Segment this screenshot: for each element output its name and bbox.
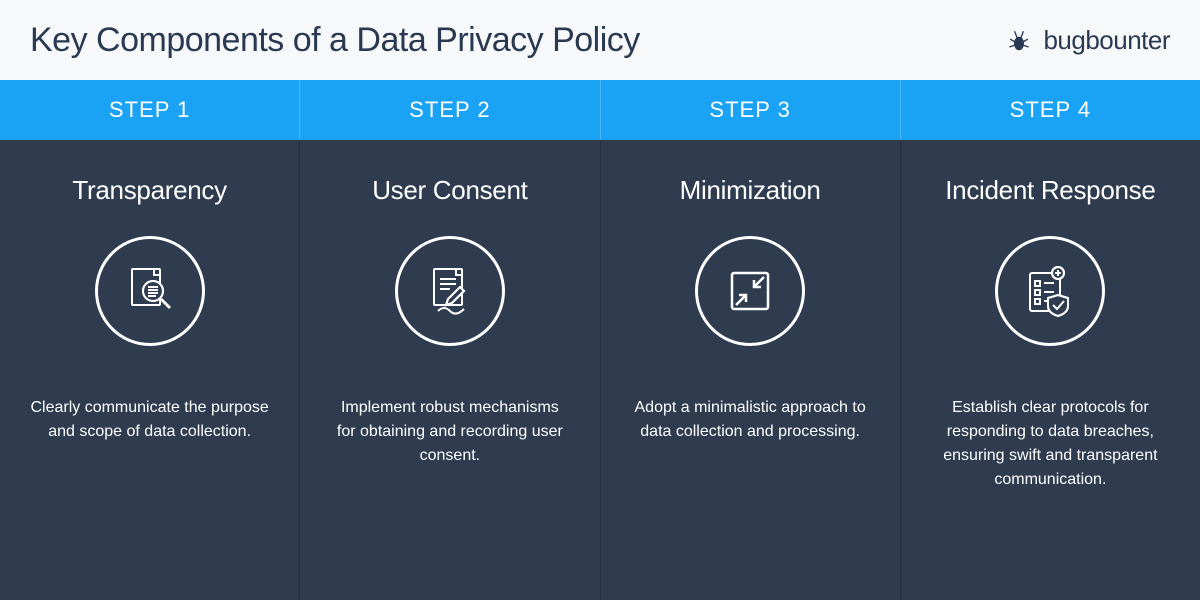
checklist-shield-icon bbox=[995, 236, 1105, 346]
card-description: Establish clear protocols for responding… bbox=[921, 396, 1180, 492]
step-header-2: STEP 2 bbox=[300, 80, 600, 140]
card-title: User Consent bbox=[372, 175, 527, 206]
page-title: Key Components of a Data Privacy Policy bbox=[30, 21, 640, 60]
brand: bugbounter bbox=[1005, 25, 1170, 56]
brand-text: bugbounter bbox=[1043, 25, 1170, 56]
document-magnify-icon bbox=[95, 236, 205, 346]
card-incident: Incident Response Establish clear protoc… bbox=[901, 140, 1200, 600]
card-consent: User Consent Implement robust mechanisms… bbox=[300, 140, 600, 600]
minimize-arrows-icon bbox=[695, 236, 805, 346]
document-sign-icon bbox=[395, 236, 505, 346]
card-description: Clearly communicate the purpose and scop… bbox=[20, 396, 279, 444]
cards-row: Transparency Clearly communicate the pur… bbox=[0, 140, 1200, 600]
bug-icon bbox=[1005, 26, 1033, 54]
card-transparency: Transparency Clearly communicate the pur… bbox=[0, 140, 300, 600]
card-description: Implement robust mechanisms for obtainin… bbox=[320, 396, 579, 468]
header: Key Components of a Data Privacy Policy … bbox=[0, 0, 1200, 80]
card-title: Incident Response bbox=[945, 175, 1155, 206]
card-minimization: Minimization Adopt a minimalistic approa… bbox=[601, 140, 901, 600]
steps-row: STEP 1 STEP 2 STEP 3 STEP 4 bbox=[0, 80, 1200, 140]
step-header-3: STEP 3 bbox=[601, 80, 901, 140]
card-description: Adopt a minimalistic approach to data co… bbox=[621, 396, 880, 444]
step-header-4: STEP 4 bbox=[901, 80, 1200, 140]
step-header-1: STEP 1 bbox=[0, 80, 300, 140]
card-title: Transparency bbox=[72, 175, 226, 206]
card-title: Minimization bbox=[680, 175, 821, 206]
